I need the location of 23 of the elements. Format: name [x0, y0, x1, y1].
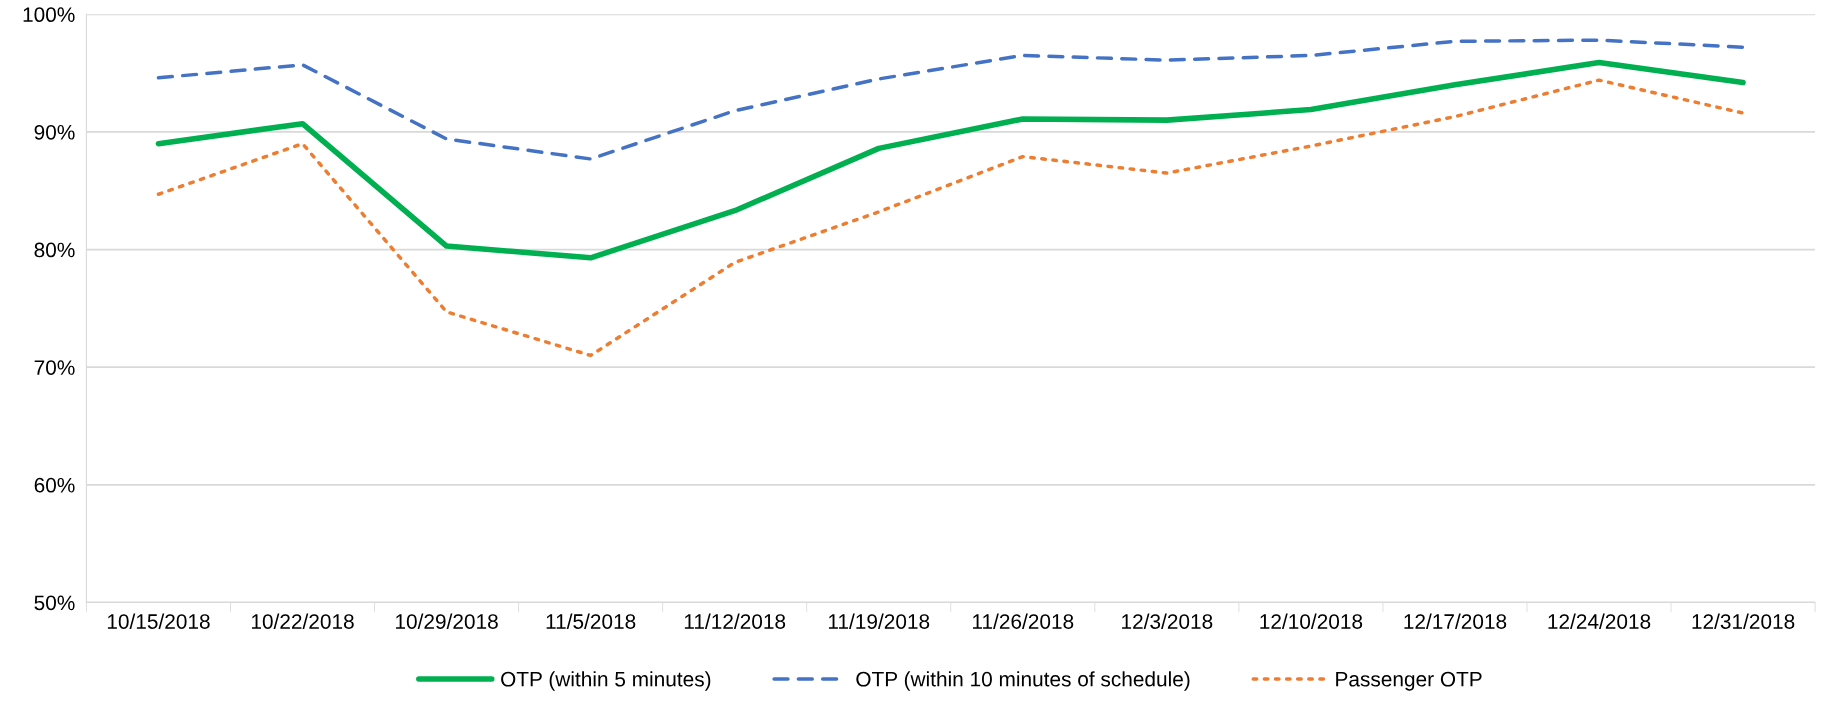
x-tick-label: 10/29/2018	[396, 613, 498, 629]
x-tick-label: 12/31/2018	[1692, 613, 1795, 629]
x-tick-label: 12/3/2018	[1122, 613, 1213, 629]
line-series	[156, 78, 1745, 358]
y-tick-label: 100%	[23, 7, 75, 23]
x-tick-label: 12/24/2018	[1548, 613, 1651, 629]
legend-label: OTP (within 5 minutes)	[501, 671, 711, 691]
y-tick-label: 70%	[34, 360, 75, 375]
x-tick-label: 11/26/2018	[973, 613, 1074, 629]
y-tick-label: 80%	[34, 242, 75, 258]
x-tick-label: 11/5/2018	[546, 613, 636, 629]
line-series	[156, 38, 1745, 161]
x-tick-label: 12/10/2018	[1260, 613, 1363, 629]
x-tick-label: 12/17/2018	[1404, 613, 1507, 629]
y-tick-label: 50%	[34, 595, 75, 611]
legend-label: OTP (within 10 minutes of schedule)	[856, 671, 1190, 691]
y-tick-label: 90%	[34, 124, 75, 140]
x-tick-label: 11/19/2018	[828, 613, 930, 629]
x-tick-label: 10/22/2018	[251, 613, 354, 629]
legend-label: Passenger OTP	[1336, 671, 1482, 691]
x-tick-label: 10/15/2018	[107, 613, 210, 629]
x-tick-label: 11/12/2018	[684, 613, 786, 629]
y-tick-label: 60%	[34, 477, 75, 493]
